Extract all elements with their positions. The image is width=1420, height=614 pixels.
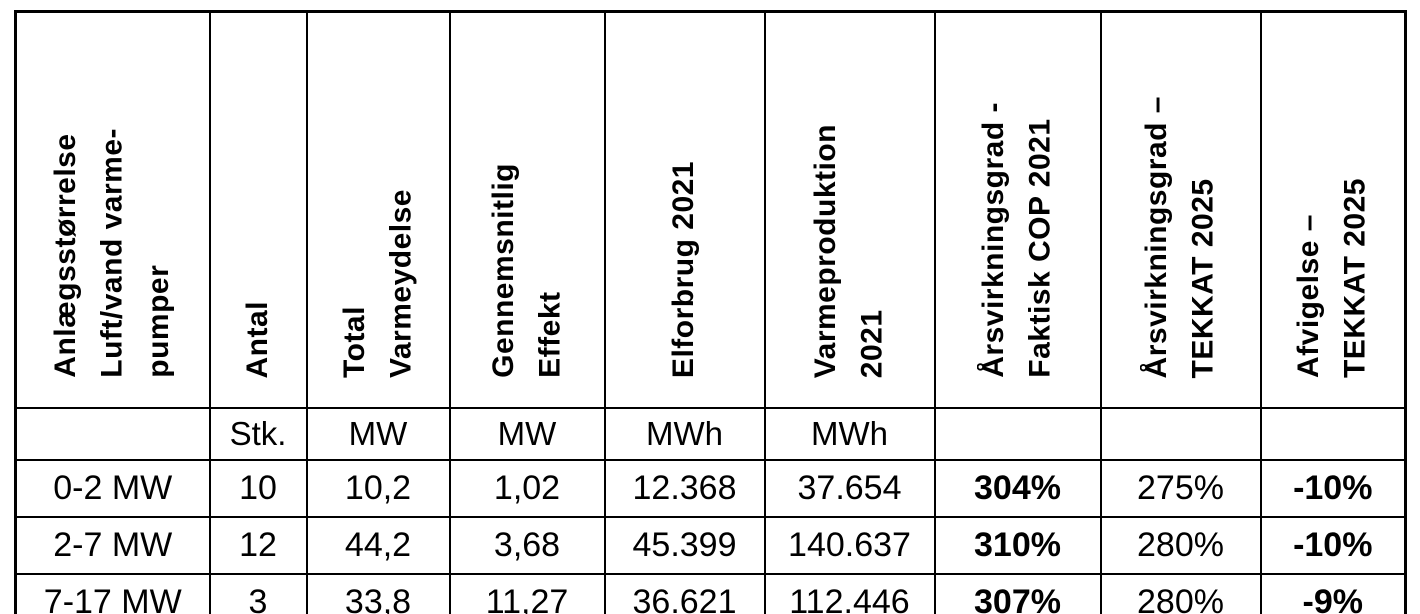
cell-aarsvirkningsgrad-tekkat-2025: 280% xyxy=(1099,516,1262,575)
col-header-elforbrug-2021: Elforbrug 2021 xyxy=(603,10,766,409)
cell-aarsvirkningsgrad-faktisk-cop-2021: 307% xyxy=(933,573,1102,614)
col-header-anlaegsstoerrelse: Anlægsstørrelse Luft/vand varme- pumper xyxy=(14,10,211,409)
unit-gennemsnitlig-effekt: MW xyxy=(448,407,606,461)
col-header-gennemsnitlig-effekt: Gennemsnitlig Effekt xyxy=(448,10,606,409)
unit-total-varmeydelse: MW xyxy=(305,407,451,461)
cell-gennemsnitlig-effekt: 1,02 xyxy=(448,459,606,518)
unit-afvigelse-tekkat-2025 xyxy=(1259,407,1407,461)
cell-aarsvirkningsgrad-faktisk-cop-2021: 304% xyxy=(933,459,1102,518)
col-header-aarsvirkningsgrad-faktisk-cop-2021-label: Årsvirkningsgrad - Faktisk COP 2021 xyxy=(977,102,1057,378)
col-header-aarsvirkningsgrad-tekkat-2025: Årsvirkningsgrad – TEKKAT 2025 xyxy=(1099,10,1262,409)
col-header-total-varmeydelse: Total Varmeydelse xyxy=(305,10,451,409)
col-header-antal-label: Antal xyxy=(240,300,274,379)
table-row-0-2-mw: 0-2 MW 10 10,2 1,02 12.368 37.654 304% 2… xyxy=(14,459,1407,518)
table-row-7-17-mw: 7-17 MW 3 33,8 11,27 36.621 112.446 307%… xyxy=(14,573,1407,614)
heat-pump-table: Anlægsstørrelse Luft/vand varme- pumper … xyxy=(14,10,1407,614)
cell-afvigelse-tekkat-2025: -10% xyxy=(1259,459,1407,518)
cell-antal: 3 xyxy=(208,573,308,614)
cell-total-varmeydelse: 44,2 xyxy=(305,516,451,575)
col-header-afvigelse-tekkat-2025: Afvigelse – TEKKAT 2025 xyxy=(1259,10,1407,409)
cell-afvigelse-tekkat-2025: -10% xyxy=(1259,516,1407,575)
cell-total-varmeydelse: 33,8 xyxy=(305,573,451,614)
cell-elforbrug-2021: 45.399 xyxy=(603,516,766,575)
col-header-aarsvirkningsgrad-tekkat-2025-label: Årsvirkningsgrad – TEKKAT 2025 xyxy=(1140,95,1220,378)
units-row: Stk. MW MW MWh MWh xyxy=(14,407,1407,461)
cell-gennemsnitlig-effekt: 11,27 xyxy=(448,573,606,614)
cell-varmeproduktion-2021: 37.654 xyxy=(763,459,936,518)
col-header-anlaegsstoerrelse-label: Anlægsstørrelse Luft/vand varme- pumper xyxy=(49,128,175,378)
unit-antal: Stk. xyxy=(208,407,308,461)
cell-gennemsnitlig-effekt: 3,68 xyxy=(448,516,606,575)
unit-varmeproduktion-2021: MWh xyxy=(763,407,936,461)
col-header-afvigelse-tekkat-2025-label: Afvigelse – TEKKAT 2025 xyxy=(1292,177,1372,378)
cell-total-varmeydelse: 10,2 xyxy=(305,459,451,518)
cell-aarsvirkningsgrad-faktisk-cop-2021: 310% xyxy=(933,516,1102,575)
cell-size-range: 7-17 MW xyxy=(14,573,211,614)
cell-aarsvirkningsgrad-tekkat-2025: 280% xyxy=(1099,573,1262,614)
unit-aarsvirkningsgrad-tekkat-2025 xyxy=(1099,407,1262,461)
cell-afvigelse-tekkat-2025: -9% xyxy=(1259,573,1407,614)
col-header-antal: Antal xyxy=(208,10,308,409)
cell-antal: 12 xyxy=(208,516,308,575)
cell-antal: 10 xyxy=(208,459,308,518)
cell-elforbrug-2021: 36.621 xyxy=(603,573,766,614)
unit-elforbrug-2021: MWh xyxy=(603,407,766,461)
col-header-aarsvirkningsgrad-faktisk-cop-2021: Årsvirkningsgrad - Faktisk COP 2021 xyxy=(933,10,1102,409)
unit-anlaegsstoerrelse xyxy=(14,407,211,461)
header-row: Anlægsstørrelse Luft/vand varme- pumper … xyxy=(14,10,1407,409)
cell-aarsvirkningsgrad-tekkat-2025: 275% xyxy=(1099,459,1262,518)
cell-varmeproduktion-2021: 140.637 xyxy=(763,516,936,575)
unit-aarsvirkningsgrad-faktisk-cop-2021 xyxy=(933,407,1102,461)
col-header-varmeproduktion-2021-label: Varmeproduktion 2021 xyxy=(809,123,889,378)
cell-size-range: 2-7 MW xyxy=(14,516,211,575)
cell-size-range: 0-2 MW xyxy=(14,459,211,518)
col-header-gennemsnitlig-effekt-label: Gennemsnitlig Effekt xyxy=(486,163,567,378)
cell-elforbrug-2021: 12.368 xyxy=(603,459,766,518)
col-header-elforbrug-2021-label: Elforbrug 2021 xyxy=(667,160,701,378)
col-header-total-varmeydelse-label: Total Varmeydelse xyxy=(337,189,418,378)
cell-varmeproduktion-2021: 112.446 xyxy=(763,573,936,614)
col-header-varmeproduktion-2021: Varmeproduktion 2021 xyxy=(763,10,936,409)
table-row-2-7-mw: 2-7 MW 12 44,2 3,68 45.399 140.637 310% … xyxy=(14,516,1407,575)
